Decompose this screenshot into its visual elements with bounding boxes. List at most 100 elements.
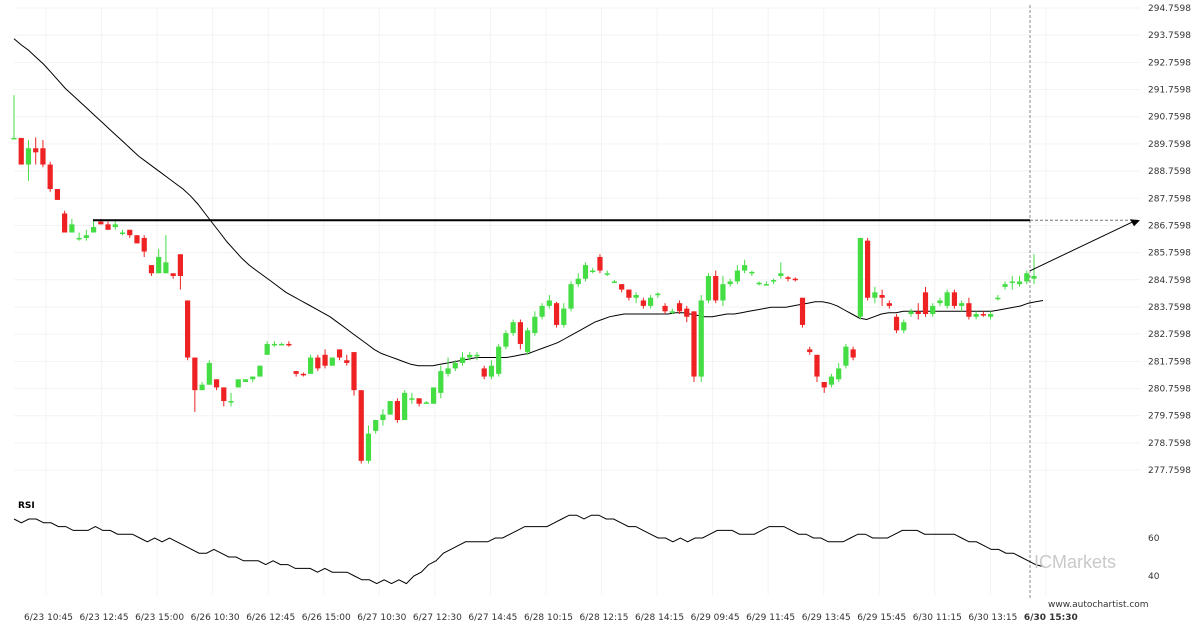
- candle-body: [134, 235, 140, 244]
- candle-body: [510, 322, 516, 334]
- y-tick-label: 279.7598: [1148, 412, 1191, 422]
- candle-body: [966, 303, 972, 317]
- rsi-tick-label: 40: [1148, 572, 1160, 582]
- candle-body: [213, 379, 220, 388]
- candle-body: [76, 237, 82, 240]
- candle-body: [655, 293, 661, 296]
- candle-body: [561, 308, 567, 325]
- candle-body: [756, 282, 762, 285]
- candle: [119, 229, 126, 236]
- candle: [966, 297, 972, 320]
- candle-body: [402, 392, 408, 421]
- x-tick-label: 6/26 12:45: [246, 613, 295, 623]
- candle: [691, 311, 697, 382]
- candle-body: [720, 284, 726, 301]
- x-tick-label: 6/29 09:45: [691, 613, 740, 623]
- candle-body: [452, 362, 458, 369]
- candle: [922, 286, 929, 317]
- candle-body: [112, 224, 118, 228]
- candle: [307, 354, 314, 374]
- candle-body: [865, 240, 871, 298]
- candle: [83, 229, 89, 241]
- candle-body: [684, 308, 690, 317]
- candle: [228, 392, 234, 407]
- candle: [221, 387, 227, 407]
- candle: [141, 235, 147, 257]
- candle: [713, 270, 719, 304]
- candle-body: [98, 221, 104, 225]
- candle-body: [394, 401, 401, 421]
- candle: [170, 273, 176, 279]
- candle: [438, 365, 444, 399]
- projection-arrowhead: [1130, 219, 1140, 227]
- candle: [676, 300, 683, 315]
- candle: [264, 341, 270, 355]
- candle-body: [930, 305, 936, 315]
- candle-body: [250, 376, 256, 380]
- candle: [995, 295, 1001, 301]
- x-tick-label: 6/28 14:15: [635, 613, 684, 623]
- candle-body: [640, 300, 646, 306]
- candle-body: [40, 148, 46, 165]
- candle-body: [170, 273, 176, 276]
- candle-body: [742, 265, 748, 271]
- candle-body: [474, 354, 480, 357]
- candle: [156, 248, 162, 274]
- candle-body: [575, 278, 581, 285]
- x-tick-label: 6/28 10:15: [524, 613, 573, 623]
- candle-body: [850, 349, 856, 358]
- candle-body: [185, 300, 191, 358]
- candle: [604, 270, 610, 276]
- candle: [575, 273, 581, 287]
- x-tick-label: 6/27 12:30: [413, 613, 462, 623]
- candle: [430, 387, 437, 404]
- candle: [669, 308, 675, 315]
- candle: [937, 297, 943, 306]
- candle: [944, 289, 950, 309]
- candle: [452, 360, 458, 372]
- candle: [698, 295, 704, 382]
- candle: [836, 362, 842, 382]
- candle: [503, 330, 509, 350]
- candle: [192, 357, 198, 412]
- candle-body: [300, 373, 306, 376]
- candle: [69, 218, 75, 233]
- x-tick-label: 6/29 15:45: [857, 613, 906, 623]
- candle: [416, 398, 422, 407]
- candle-body: [727, 281, 733, 285]
- x-tick-label: 6/30 11:15: [913, 613, 962, 623]
- candle-body: [821, 381, 827, 388]
- candle-body: [344, 360, 350, 363]
- x-tick-label: 6/27 14:45: [468, 613, 517, 623]
- candles-layer: [11, 95, 1037, 464]
- candle: [705, 273, 712, 304]
- candle-body: [582, 265, 589, 279]
- candle-body: [467, 354, 473, 358]
- candle: [380, 409, 386, 426]
- candle-body: [365, 433, 372, 461]
- candle: [959, 300, 965, 312]
- candle-body: [647, 297, 654, 306]
- candle: [640, 297, 646, 309]
- candle: [257, 365, 263, 377]
- candle-body: [539, 305, 545, 317]
- candle: [633, 292, 639, 304]
- candle-body: [619, 284, 625, 290]
- candle: [582, 262, 589, 282]
- candle-body: [286, 343, 292, 346]
- candle-body: [105, 224, 111, 230]
- candle: [286, 341, 292, 347]
- candle: [18, 137, 24, 165]
- candle: [727, 278, 733, 287]
- candle-body: [857, 237, 863, 317]
- candle-body: [778, 273, 784, 276]
- x-tick-label: 6/23 12:45: [80, 613, 129, 623]
- candle-body: [430, 387, 437, 404]
- candle: [300, 372, 306, 377]
- candle-body: [908, 311, 914, 315]
- candle-body: [770, 280, 777, 282]
- y-tick-label: 278.7598: [1148, 439, 1191, 449]
- candle: [908, 308, 914, 317]
- candle-body: [1009, 281, 1015, 283]
- candle-body: [836, 368, 842, 380]
